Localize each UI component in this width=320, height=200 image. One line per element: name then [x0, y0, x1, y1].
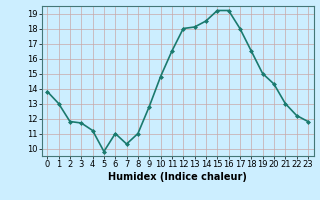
X-axis label: Humidex (Indice chaleur): Humidex (Indice chaleur) [108, 172, 247, 182]
